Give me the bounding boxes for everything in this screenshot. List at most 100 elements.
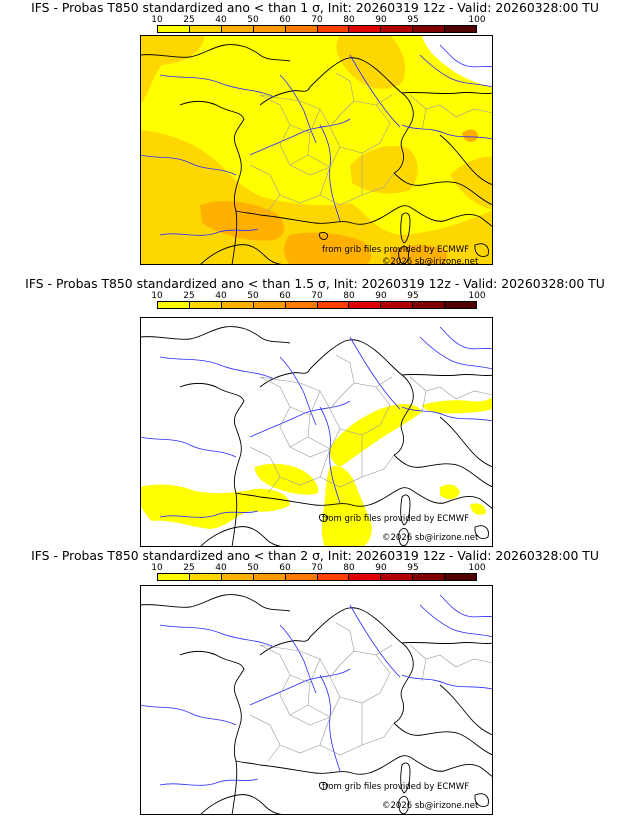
colorbar-tick-label: 70 [311,15,323,25]
colorbar-tick-label: 70 [311,563,323,573]
colorbar-tick-label: 70 [311,291,323,301]
colorbar-cell [189,302,222,308]
colorbar-tick-label: 60 [279,563,291,573]
colorbar-tick-label: 95 [407,563,419,573]
regional-border [335,622,393,656]
island-coastline [400,762,411,794]
colorbar-tick-label: 10 [151,291,163,301]
map-frame [140,35,493,265]
colorbar-cell [381,26,414,32]
island-coastline [398,796,409,815]
colorbar: 10 25 40 50 60 70 80 90 95 100 [151,563,486,583]
regional-border [335,354,393,388]
colorbar-cells [157,25,477,33]
river [140,436,237,458]
prob-field-25-40 [350,145,418,194]
colorbar-tick-label: 40 [215,563,227,573]
national-border [393,722,493,756]
regional-border [259,644,341,726]
panel-title: IFS - Probas T850 standardized ano < tha… [25,276,605,291]
probability-map: from grib files provided by ECMWF ©2026 … [140,317,493,547]
river [159,74,275,98]
regional-border [259,94,341,176]
prob-field-25-40 [336,35,406,89]
regional-border [409,644,493,682]
colorbar-cell [349,26,382,32]
colorbar-tick-label: 90 [375,291,387,301]
colorbar-tick-label: 80 [343,563,355,573]
colorbar-tick-label: 95 [407,291,419,301]
colorbar-cell [445,302,477,308]
coastline [140,594,291,612]
regional-border [329,100,391,154]
island-coastline [400,212,411,244]
river [439,326,493,350]
colorbar: 10 25 40 50 60 70 80 90 95 100 [151,15,486,35]
regional-border [319,435,395,488]
colorbar-tick-label: 50 [247,563,259,573]
colorbar-cell [158,26,190,32]
island-coastline [474,793,489,807]
river [401,674,493,690]
coastline [439,416,493,468]
source-credit: from grib files provided by ECMWF [322,782,469,792]
river [279,624,317,694]
prob-field-10-25 [470,503,486,515]
map-frame [140,585,493,815]
copyright-credit: ©2026 sb@irizone.net [382,533,479,543]
coastline [199,244,289,265]
coastline [235,760,261,766]
prob-field-10-25 [422,397,493,414]
colorbar-cell [221,574,254,580]
colorbar-cell [413,302,446,308]
prob-field-40-50 [284,232,371,265]
colorbar-cell [317,574,350,580]
river [159,228,259,236]
geography-lines [140,594,493,815]
river [279,74,317,144]
island-coastline [398,246,409,265]
colorbar-tick-label: 90 [375,563,387,573]
map-panel-1-5sigma: IFS - Probas T850 standardized ano < tha… [0,276,630,548]
map-panel-1sigma: IFS - Probas T850 standardized ano < tha… [0,0,630,272]
regional-border [249,714,331,762]
regional-border [319,703,395,756]
island-coastline [319,782,329,790]
island-coastline [398,528,409,547]
colorbar-cell [285,302,318,308]
colorbar-cell [253,302,286,308]
river [140,704,237,726]
colorbar-cell [158,302,190,308]
island-coastline [319,232,329,240]
colorbar-cell [349,574,382,580]
river [419,336,493,370]
panel-title: IFS - Probas T850 standardized ano < tha… [31,548,599,563]
colorbar-tick-label: 10 [151,563,163,573]
colorbar-tick-label: 100 [468,291,486,301]
coastline [259,368,311,388]
source-credit: from grib files provided by ECMWF [322,514,469,524]
colorbar-cells [157,573,477,581]
map-panel-2sigma: IFS - Probas T850 standardized ano < tha… [0,548,630,820]
colorbar-tick-label: 80 [343,291,355,301]
river [159,510,259,518]
river [401,406,493,422]
river [159,356,275,380]
map-frame [140,317,493,547]
colorbar-cell [445,574,477,580]
colorbar-cell [445,26,477,32]
colorbar-cell [253,574,286,580]
coastline [235,492,261,498]
prob-field-40-50 [462,129,478,142]
river [349,336,401,410]
colorbar-cell [317,302,350,308]
source-credit: from grib files provided by ECMWF [322,245,469,255]
colorbar-tick-label: 25 [183,563,195,573]
prob-field-40-50 [390,244,448,265]
colorbar-tick-label: 90 [375,15,387,25]
colorbar-tick-label: 25 [183,291,195,301]
regional-border [409,94,493,132]
colorbar-tick-label: 95 [407,15,419,25]
regional-border [289,390,331,450]
national-border [401,641,493,645]
